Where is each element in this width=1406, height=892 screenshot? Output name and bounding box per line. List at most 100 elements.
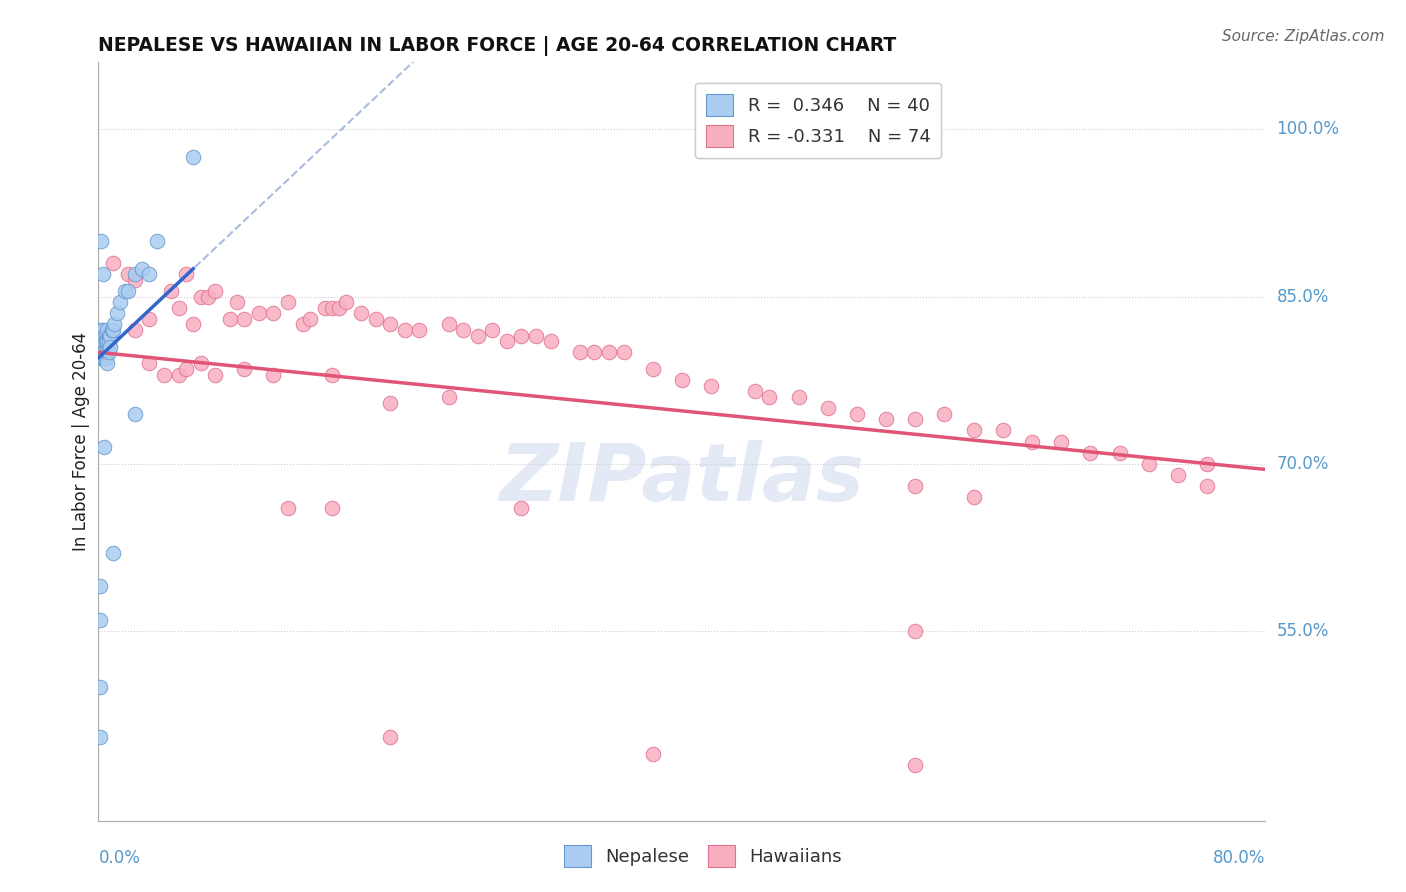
Point (321, 301, 343, 315)
Point (190, 290, 212, 304)
Point (138, 312, 160, 326)
Point (153, 368, 176, 382)
Point (233, 362, 256, 376)
Point (568, 345, 591, 359)
Point (114, 284, 136, 298)
Point (101, 256, 124, 270)
Point (90, 345, 112, 359)
Point (233, 312, 256, 326)
Point (138, 356, 160, 371)
Point (758, 390, 780, 404)
Point (117, 268, 139, 282)
Point (904, 758, 927, 772)
Point (991, 424, 1014, 438)
Point (117, 284, 139, 298)
Point (94, 328, 117, 343)
Point (89, 680, 111, 694)
Point (124, 273, 146, 287)
Point (1195, 457, 1218, 471)
Text: ZIPatlas: ZIPatlas (499, 441, 865, 518)
Point (146, 234, 169, 248)
Point (89, 323, 111, 337)
Point (671, 373, 693, 387)
Point (1050, 434, 1073, 449)
Point (204, 368, 226, 382)
Point (167, 301, 190, 315)
Point (89, 613, 111, 627)
Point (190, 356, 212, 371)
Point (138, 268, 160, 282)
Point (328, 301, 350, 315)
Point (700, 378, 723, 392)
Point (451, 323, 474, 337)
Point (1137, 457, 1160, 471)
Point (247, 306, 270, 320)
Point (962, 424, 984, 438)
Point (744, 384, 766, 399)
Text: 100.0%: 100.0% (1277, 120, 1340, 138)
Text: Source: ZipAtlas.com: Source: ZipAtlas.com (1222, 29, 1385, 44)
Point (321, 501, 343, 516)
Point (181, 318, 204, 332)
Point (787, 390, 810, 404)
Point (96, 323, 118, 337)
Point (218, 312, 240, 326)
Text: NEPALESE VS HAWAIIAN IN LABOR FORCE | AGE 20-64 CORRELATION CHART: NEPALESE VS HAWAIIAN IN LABOR FORCE | AG… (98, 36, 897, 55)
Point (93, 351, 115, 365)
Point (262, 306, 284, 320)
Point (90, 351, 112, 365)
Point (904, 479, 927, 493)
Point (93, 328, 115, 343)
Point (598, 345, 620, 359)
Point (91, 351, 114, 365)
Point (817, 401, 839, 416)
Point (100, 323, 122, 337)
Point (124, 407, 146, 421)
Point (174, 362, 197, 376)
Legend: R =  0.346    N = 40, R = -0.331    N = 74: R = 0.346 N = 40, R = -0.331 N = 74 (695, 83, 941, 158)
Point (110, 295, 132, 310)
Point (90, 334, 112, 349)
Point (321, 368, 343, 382)
Point (1080, 446, 1102, 460)
Point (875, 412, 897, 426)
Point (846, 407, 869, 421)
Point (89, 345, 111, 359)
Point (94, 334, 117, 349)
Point (90, 234, 112, 248)
Point (437, 318, 460, 332)
Text: 85.0%: 85.0% (1277, 287, 1329, 306)
Point (641, 747, 664, 761)
Point (101, 323, 124, 337)
Point (510, 501, 533, 516)
Point (262, 368, 284, 382)
Point (350, 306, 373, 320)
Point (98, 328, 121, 343)
Point (91, 334, 114, 349)
Point (124, 268, 146, 282)
Point (204, 284, 226, 298)
Point (105, 306, 128, 320)
Point (314, 301, 336, 315)
Point (94, 351, 117, 365)
Point (96, 356, 118, 371)
Y-axis label: In Labor Force | Age 20-64: In Labor Force | Age 20-64 (72, 332, 90, 551)
Point (380, 395, 402, 409)
Point (181, 150, 204, 164)
Point (496, 334, 519, 349)
Point (97, 345, 120, 359)
Point (197, 290, 219, 304)
Point (97, 328, 120, 343)
Point (1021, 434, 1043, 449)
Point (467, 328, 489, 343)
Text: 0.0%: 0.0% (98, 848, 141, 866)
Point (97, 334, 120, 349)
Point (641, 362, 664, 376)
Point (96, 345, 118, 359)
Point (408, 323, 430, 337)
Point (364, 312, 387, 326)
Point (94, 345, 117, 359)
Point (934, 407, 956, 421)
Point (291, 318, 314, 332)
Point (904, 412, 927, 426)
